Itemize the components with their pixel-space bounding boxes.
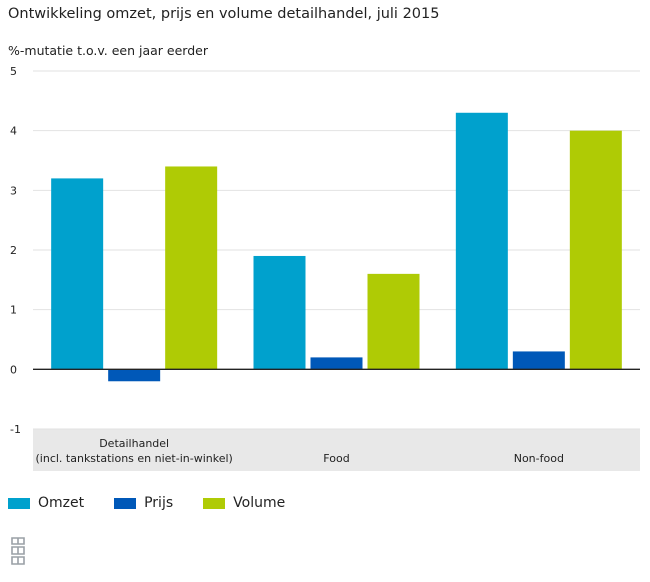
y-tick-label: 1 bbox=[10, 304, 17, 317]
x-category-label: Food bbox=[323, 452, 349, 465]
legend-item-omzet: Omzet bbox=[8, 495, 84, 511]
y-tick-label: 0 bbox=[10, 363, 17, 376]
bar-omzet-1 bbox=[253, 255, 306, 370]
bar-volume-2 bbox=[569, 130, 622, 370]
legend-label-volume: Volume bbox=[233, 495, 286, 511]
bar-prijs-0 bbox=[108, 369, 161, 382]
x-category-label: Non-food bbox=[514, 452, 564, 465]
chart-title: Ontwikkeling omzet, prijs en volume deta… bbox=[8, 6, 440, 22]
legend-swatch-volume bbox=[203, 497, 226, 509]
bar-chart: 5 4 3 2 1 0 -1 Detailhandel (incl. tankstations … bbox=[10, 65, 640, 471]
bar-volume-0 bbox=[165, 166, 218, 370]
legend-label-prijs: Prijs bbox=[144, 495, 174, 511]
y-tick-label: 5 bbox=[10, 65, 17, 78]
x-category-label: Detailhandel bbox=[99, 437, 169, 450]
cbs-logo-icon bbox=[11, 537, 25, 565]
legend-swatch-prijs bbox=[114, 497, 137, 509]
bar-volume-1 bbox=[367, 273, 420, 370]
bar-prijs-1 bbox=[310, 357, 363, 370]
legend-item-volume: Volume bbox=[203, 495, 285, 511]
y-tick-label: -1 bbox=[10, 423, 21, 436]
legend-item-prijs: Prijs bbox=[114, 495, 173, 511]
legend: Omzet Prijs Volume bbox=[8, 495, 315, 511]
legend-label-omzet: Omzet bbox=[38, 495, 85, 511]
x-category-label: (incl. tankstations en niet-in-winkel) bbox=[36, 452, 233, 465]
bar-omzet-2 bbox=[455, 112, 508, 370]
chart-subtitle: %-mutatie t.o.v. een jaar eerder bbox=[8, 43, 208, 58]
category-band bbox=[33, 429, 640, 471]
bar-prijs-2 bbox=[512, 351, 565, 370]
y-tick-label: 2 bbox=[10, 244, 17, 257]
y-tick-label: 3 bbox=[10, 184, 17, 197]
legend-swatch-omzet bbox=[8, 497, 30, 509]
y-tick-label: 4 bbox=[10, 125, 17, 138]
bar-omzet-0 bbox=[51, 178, 104, 370]
